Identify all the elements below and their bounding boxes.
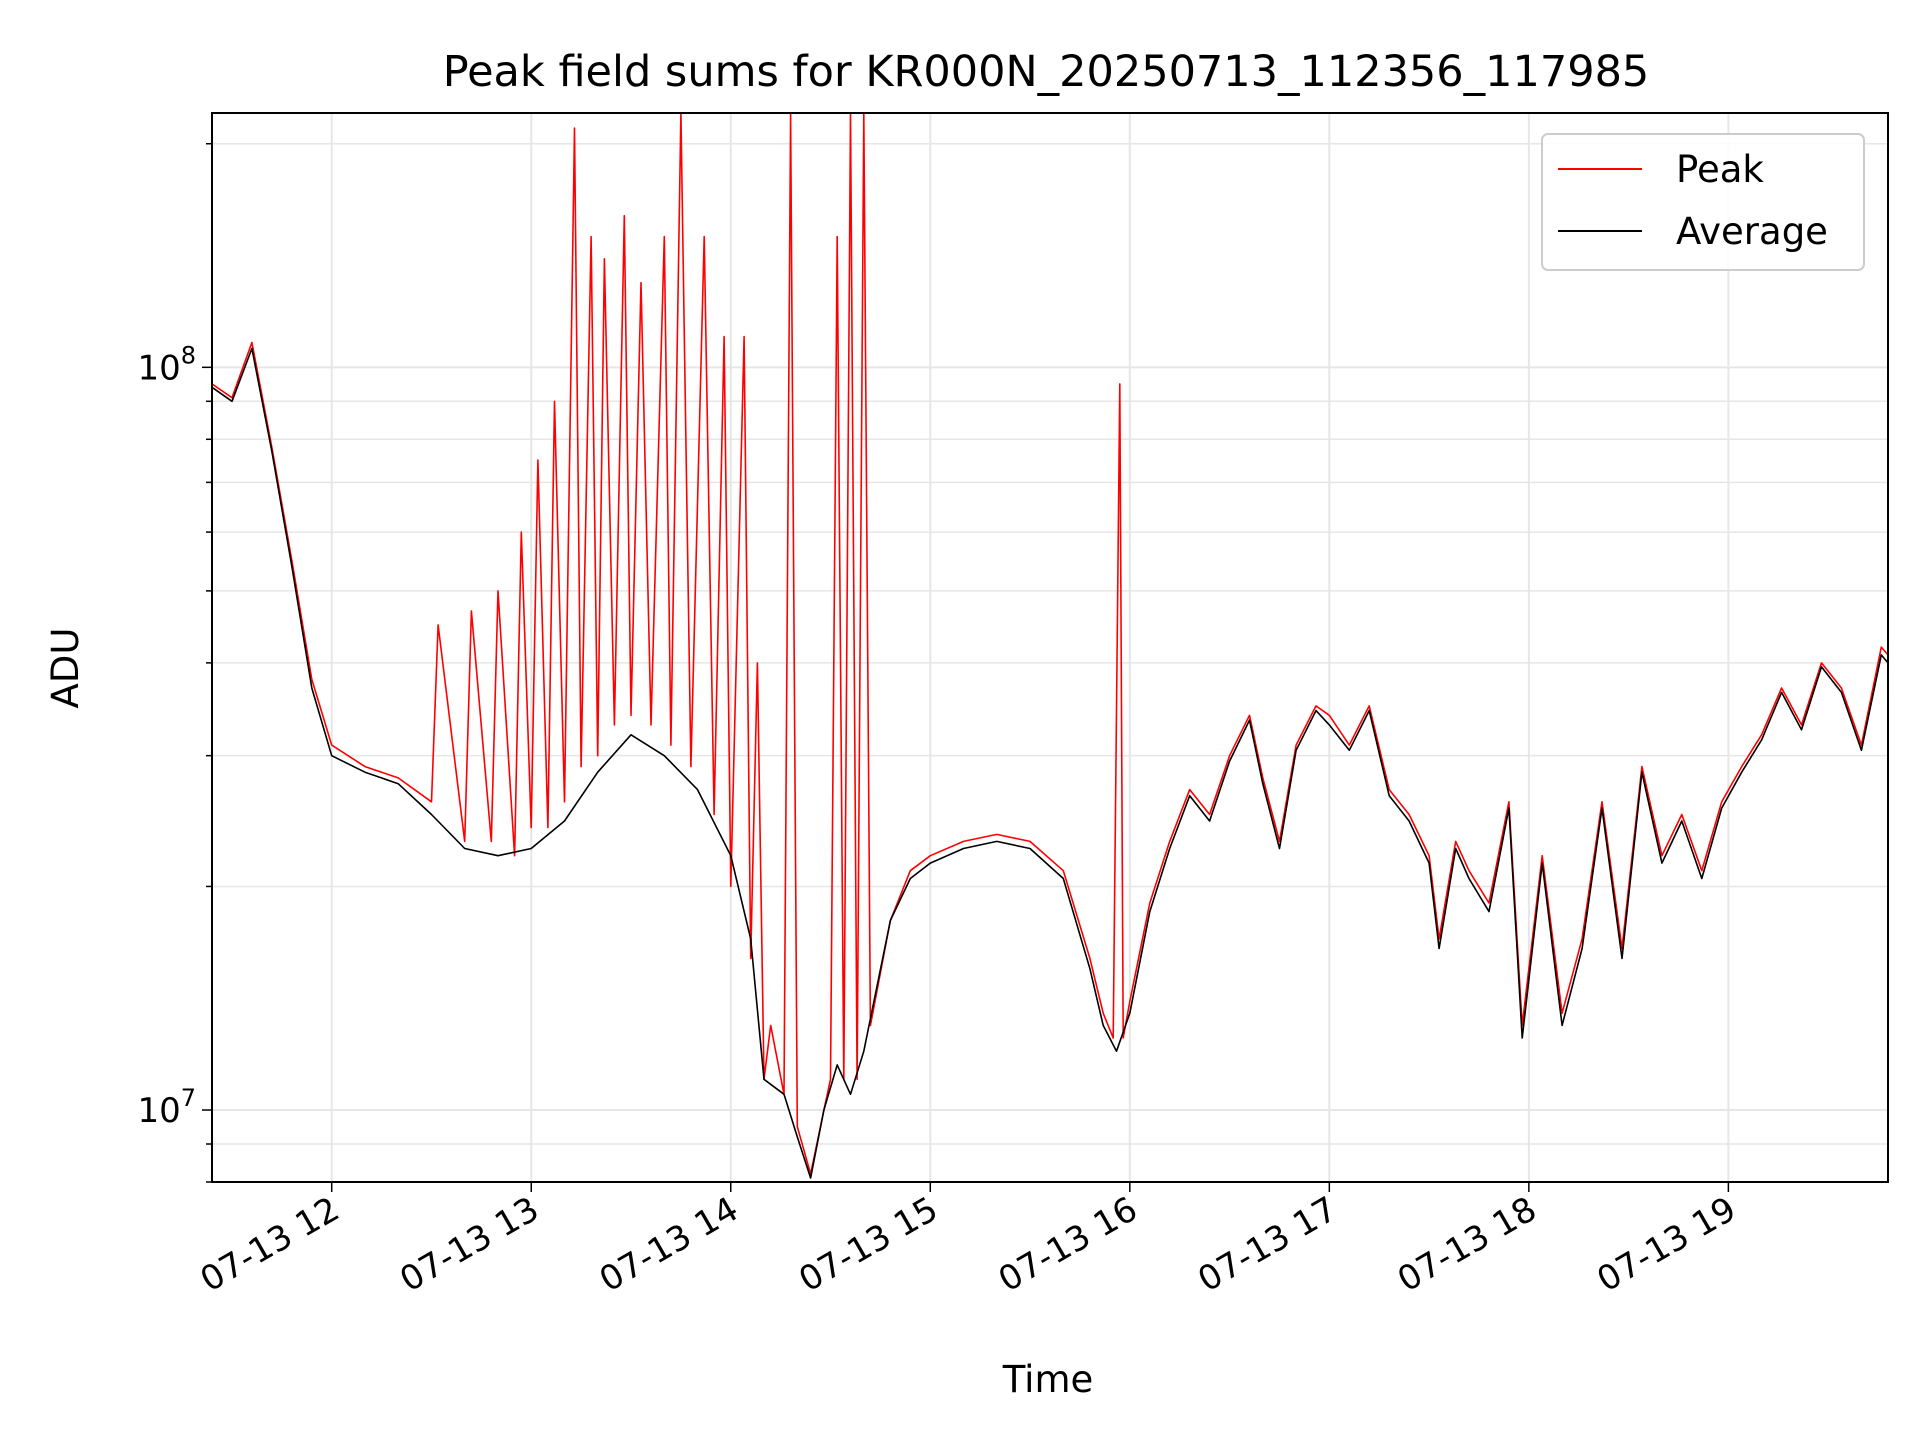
y-axis-label: ADU bbox=[44, 628, 87, 709]
y-tick-label: 108 bbox=[137, 341, 196, 388]
legend-label-peak: Peak bbox=[1676, 148, 1764, 191]
chart-title: Peak field sums for KR000N_20250713_1123… bbox=[443, 47, 1650, 97]
y-tick-label: 107 bbox=[137, 1084, 196, 1131]
plot-frame bbox=[211, 112, 1889, 1183]
x-axis-label: Time bbox=[1002, 1358, 1094, 1401]
grid bbox=[212, 113, 1888, 1183]
legend-label-average: Average bbox=[1676, 210, 1828, 253]
legend: Peak Average bbox=[1541, 133, 1865, 271]
y-axis-ticks: 107 108 bbox=[137, 142, 212, 1183]
series-line-average bbox=[211, 347, 1889, 1179]
